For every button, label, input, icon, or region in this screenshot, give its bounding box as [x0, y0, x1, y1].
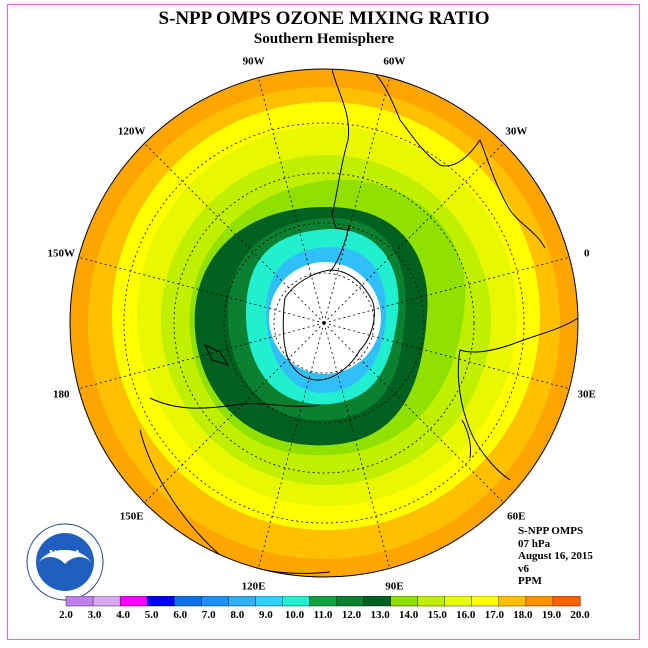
colorbar-tick-label: 12.0 [342, 609, 362, 621]
figure-title: S-NPP OMPS OZONE MIXING RATIO [158, 8, 490, 29]
meridian-line [323, 143, 504, 324]
colorbar-tick-label: 13.0 [370, 609, 390, 621]
longitude-label: 180 [53, 388, 70, 400]
africa-west-coast [479, 139, 546, 249]
coastlines [139, 69, 578, 574]
longitude-label: 120E [242, 581, 266, 593]
longitude-label: 30E [578, 388, 596, 400]
colorbar-tick-label: 2.0 [59, 609, 73, 621]
longitude-label: 90E [385, 581, 403, 593]
meridian-line [323, 322, 504, 503]
info-instrument: S-NPP OMPS [518, 525, 584, 537]
longitude-label: 150E [120, 510, 144, 522]
longitude-label: 60W [383, 55, 405, 67]
colorbar-tick-label: 5.0 [145, 609, 159, 621]
colorbar-tick-label: 19.0 [542, 609, 562, 621]
meridian-line [323, 322, 570, 390]
colorbar-tick-label: 20.0 [570, 609, 590, 621]
australia-south-coast [149, 397, 321, 409]
antarctica-coast [282, 269, 375, 381]
seagull-icon [39, 550, 91, 564]
info-date: August 16, 2015 [518, 550, 593, 562]
colorbar-tick-label: 10.0 [285, 609, 305, 621]
colorbar-tick-label: 7.0 [202, 609, 216, 621]
longitude-label: 120W [118, 126, 146, 138]
colorbar-swatch [552, 596, 581, 607]
info-version: v6 [518, 562, 529, 575]
colorbar-swatch [498, 596, 527, 607]
meridian-line [78, 322, 325, 390]
longitude-label: 150W [48, 248, 76, 260]
colorbar-swatch [363, 596, 392, 607]
meridian-line [144, 322, 325, 503]
figure-frame [7, 4, 640, 640]
colorbar-swatch [336, 596, 365, 607]
colorbar-swatch [309, 596, 338, 607]
meridian-line [257, 77, 325, 324]
colorbar-swatch [525, 596, 554, 607]
colorbar-tick-label: 18.0 [513, 609, 533, 621]
colorbar-tick-label: 9.0 [259, 609, 273, 621]
meridian-line [323, 322, 391, 569]
colorbar-tick-label: 16.0 [456, 609, 476, 621]
meridian-line [323, 77, 391, 324]
longitude-labels: 90W 60W 30W 0 30E 60E 90E 120E 150E 180 150W 120W [48, 55, 596, 592]
colorbar-swatch [119, 596, 148, 607]
info-pressure: 07 hPa [518, 537, 551, 550]
colorbar-swatch [282, 596, 310, 607]
colorbar-swatch [201, 596, 229, 607]
latitude-circle [223, 222, 425, 424]
south-america-east-coast [357, 69, 481, 167]
noaa-logo-text: NOAA [49, 548, 81, 560]
colorbar-tick-label: 8.0 [230, 609, 244, 621]
meridian-line [323, 256, 570, 324]
longitude-label: 90W [243, 55, 265, 67]
colorbar: 2.0 3.0 4.0 5.0 6.0 7.0 8.0 9.0 10.0 11.0 12.0 13.0… [59, 596, 590, 621]
meridian-line [144, 143, 325, 324]
longitude-label: 0 [584, 248, 590, 260]
colorbar-tick-label: 14.0 [399, 609, 419, 621]
madagascar [461, 419, 471, 459]
info-box: S-NPP OMPS 07 hPa August 16, 2015 v6 PPM [518, 525, 593, 588]
colorbar-tick-label: 11.0 [314, 609, 333, 621]
south-america-coast [329, 69, 351, 231]
meridian-line [78, 256, 325, 324]
colorbar-swatch [255, 596, 283, 607]
colorbar-tick-label: 17.0 [485, 609, 505, 621]
colorbar-swatch [417, 596, 446, 607]
colorbar-tick-label: 3.0 [88, 609, 102, 621]
figure-subtitle: Southern Hemisphere [253, 31, 395, 47]
info-units: PPM [518, 575, 542, 587]
noaa-logo: NOAA [26, 523, 104, 601]
colorbar-tick-label: 15.0 [428, 609, 448, 621]
colorbar-swatch [228, 596, 256, 607]
colorbar-swatch [174, 596, 202, 607]
colorbar-swatch [444, 596, 473, 607]
longitude-label: 60E [507, 510, 525, 522]
longitude-label: 30W [505, 126, 527, 138]
colorbar-swatch [65, 596, 94, 607]
new-zealand [203, 343, 230, 366]
antarctic-peninsula [329, 224, 350, 273]
meridian-line [257, 322, 325, 569]
colorbar-swatch [390, 596, 419, 607]
colorbar-swatch [146, 596, 175, 607]
map-boundary [69, 68, 579, 578]
latitude-circle [123, 122, 525, 524]
colorbar-tick-label: 4.0 [116, 609, 130, 621]
colorbar-swatch [92, 596, 121, 607]
colorbar-swatch [471, 596, 500, 607]
ozone-contour-bands [70, 69, 578, 577]
africa-south-coast [457, 317, 578, 481]
latitude-circle [173, 172, 475, 474]
latitude-circle [273, 272, 375, 374]
graticule [78, 77, 570, 569]
colorbar-tick-label: 6.0 [173, 609, 187, 621]
